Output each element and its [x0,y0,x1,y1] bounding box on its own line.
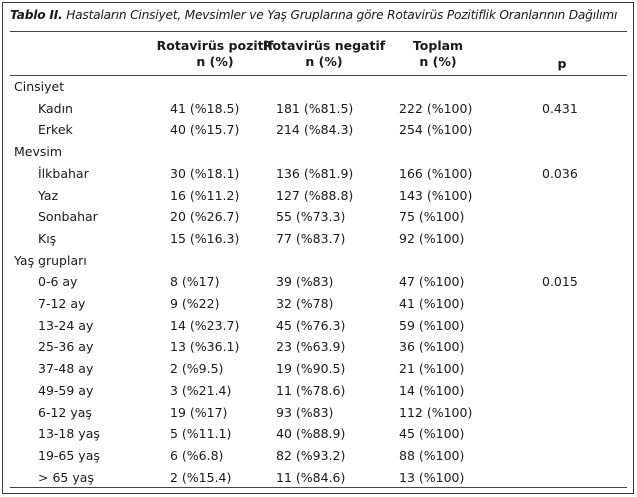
cell-total: 21 (%100) [399,361,465,377]
header-positive-unit: n (%) [196,54,234,69]
cell-negative: 32 (%78) [276,296,334,311]
row-label: Kış [38,230,57,246]
cell-negative: 23 (%63.9) [276,339,346,355]
cell-total: 112 (%100) [399,404,473,420]
row-label: 6-12 yaş [38,404,92,420]
cell-negative: 136 (%81.9) [276,165,354,181]
cell-negative: 11 (%78.6) [276,382,346,398]
cell-total: 92 (%100) [399,230,465,246]
cell-p-value: 0.036 [542,165,578,181]
cell-positive: 5 (%11.1) [170,426,232,442]
cell-positive: 2 (%9.5) [170,361,224,377]
header-negative: Rotavirüs negatif n (%) [256,38,392,70]
row-label: 37-48 ay [38,361,94,377]
row-label: Sonbahar [38,209,98,225]
row-label: 19-65 yaş [38,447,100,463]
cell-negative: 93 (%83) [276,404,334,420]
cell-total: 14 (%100) [399,382,465,398]
header-negative-unit: n (%) [305,54,343,69]
bottom-rule [10,487,627,488]
cell-total: 75 (%100) [399,209,465,225]
row-label: 25-36 ay [38,339,94,355]
cell-positive: 40 (%15.7) [170,122,240,138]
header-total-unit: n (%) [419,54,457,69]
cell-positive: 13 (%36.1) [170,339,240,355]
row-label: Yaz [38,187,59,203]
row-label: Erkek [38,122,73,138]
cell-positive: 2 (%15.4) [170,469,232,485]
cell-negative: 11 (%84.6) [276,469,346,485]
cell-positive: 14 (%23.7) [170,317,240,333]
cell-positive: 15 (%16.3) [170,230,240,246]
caption-rule [10,31,627,32]
cell-negative: 127 (%88.8) [276,187,354,203]
cell-positive: 30 (%18.1) [170,165,240,181]
header-total-title: Toplam [412,38,464,53]
row-label: 0-6 ay [38,274,78,290]
cell-total: 166 (%100) [399,165,473,181]
cell-negative: 214 (%84.3) [276,122,354,138]
cell-total: 222 (%100) [399,100,473,116]
header-positive-title: Rotavirüs pozitif [156,38,274,53]
cell-positive: 9 (%22) [170,296,220,311]
cell-negative: 181 (%81.5) [276,100,354,116]
cell-total: 41 (%100) [399,296,465,311]
cell-total: 13 (%100) [399,469,465,485]
cell-positive: 8 (%17) [170,274,220,290]
table-caption: Tablo II. Hastaların Cinsiyet, Mevsimler… [10,8,617,22]
group-heading: Yaş grupları [14,252,87,268]
group-heading: Mevsim [14,144,63,160]
cell-negative: 77 (%83.7) [276,230,346,246]
cell-negative: 55 (%73.3) [276,209,346,225]
row-label: İlkbahar [38,165,89,181]
header-p: p [557,56,567,71]
cell-negative: 39 (%83) [276,274,334,290]
cell-negative: 19 (%90.5) [276,361,346,377]
row-label: 13-18 yaş [38,426,100,442]
cell-total: 143 (%100) [399,187,473,203]
row-label: 49-59 ay [38,382,94,398]
row-label: Kadın [38,100,73,116]
cell-total: 254 (%100) [399,122,473,138]
cell-negative: 45 (%76.3) [276,317,346,333]
cell-total: 45 (%100) [399,426,465,442]
group-heading: Cinsiyet [14,79,65,94]
cell-p-value: 0.431 [542,100,578,116]
cell-negative: 40 (%88.9) [276,426,346,442]
cell-positive: 41 (%18.5) [170,100,240,116]
header-rule [10,75,627,76]
cell-p-value: 0.015 [542,274,578,290]
header-positive: Rotavirüs pozitif n (%) [150,38,280,70]
cell-positive: 3 (%21.4) [170,382,232,398]
cell-negative: 82 (%93.2) [276,447,346,463]
caption-label: Tablo II. [10,8,63,22]
cell-positive: 16 (%11.2) [170,187,240,203]
cell-total: 59 (%100) [399,317,465,333]
cell-positive: 20 (%26.7) [170,209,240,225]
cell-total: 36 (%100) [399,339,465,355]
cell-positive: 19 (%17) [170,404,228,420]
row-label: > 65 yaş [38,469,94,485]
row-label: 7-12 ay [38,296,86,311]
header-total: Toplam n (%) [390,38,486,70]
cell-total: 47 (%100) [399,274,465,290]
cell-total: 88 (%100) [399,447,465,463]
cell-positive: 6 (%6.8) [170,447,224,463]
header-negative-title: Rotavirüs negatif [262,38,386,53]
row-label: 13-24 ay [38,317,94,333]
caption-text: Hastaların Cinsiyet, Mevsimler ve Yaş Gr… [66,8,618,22]
